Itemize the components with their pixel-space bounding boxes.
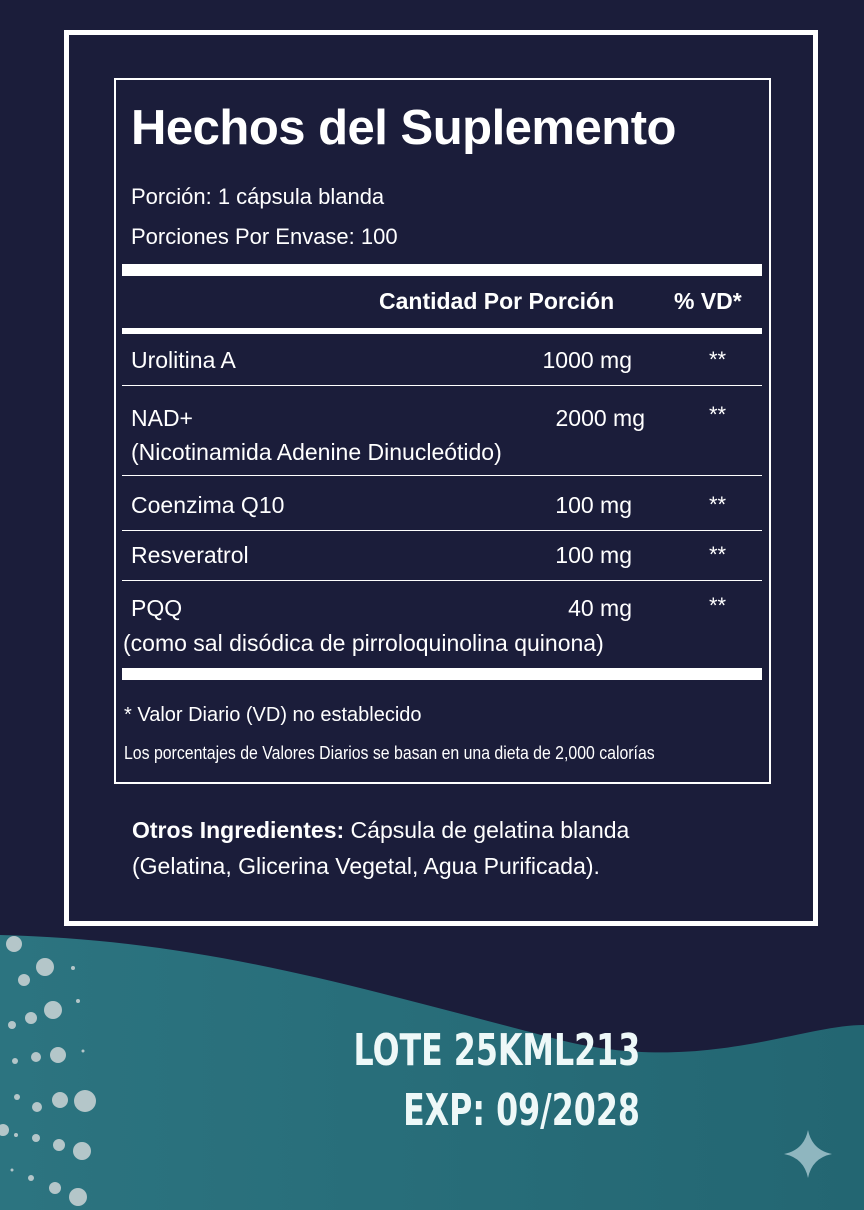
ingredient-dv: ** bbox=[709, 402, 727, 427]
ingredient-amount: 40 mg bbox=[568, 595, 632, 621]
other-ingredients: Otros Ingredientes: Cápsula de gelatina … bbox=[132, 812, 629, 884]
ingredient-dv: ** bbox=[709, 593, 727, 618]
row-divider bbox=[122, 530, 762, 531]
other-ingredients-list: (Gelatina, Glicerina Vegetal, Agua Purif… bbox=[132, 853, 600, 879]
footnote-calories: Los porcentajes de Valores Diarios se ba… bbox=[124, 743, 655, 763]
other-ingredients-label: Otros Ingredientes: bbox=[132, 817, 345, 843]
servings-per-container: Porciones Por Envase: 100 bbox=[131, 224, 398, 249]
sparkle-icon bbox=[784, 1130, 832, 1178]
row-divider bbox=[122, 475, 762, 476]
teal-wave bbox=[0, 935, 864, 1210]
ingredient-name: Coenzima Q10 bbox=[131, 492, 285, 518]
lot-number: LOTE 25KML213 bbox=[353, 1025, 640, 1076]
ingredient-amount: 100 mg bbox=[555, 542, 632, 568]
ingredient-name: NAD+ bbox=[131, 405, 193, 431]
other-ingredients-text: Cápsula de gelatina blanda bbox=[344, 817, 630, 843]
ingredient-name: PQQ bbox=[131, 595, 183, 621]
footnote-dv: * Valor Diario (VD) no establecido bbox=[124, 704, 422, 726]
serving-size: Porción: 1 cápsula blanda bbox=[131, 184, 385, 209]
ingredient-name: Urolitina A bbox=[131, 347, 236, 373]
thick-divider bbox=[122, 264, 762, 276]
panel-title: Hechos del Suplemento bbox=[131, 101, 676, 155]
medium-divider bbox=[122, 328, 762, 334]
row-divider bbox=[122, 580, 762, 581]
ingredient-amount: 1000 mg bbox=[542, 347, 632, 373]
supplement-facts-panel bbox=[114, 78, 771, 784]
ingredient-detail: (Nicotinamida Adenine Dinucleótido) bbox=[131, 439, 502, 465]
row-divider bbox=[122, 385, 762, 386]
thick-divider bbox=[122, 668, 762, 680]
dot-pattern bbox=[0, 936, 96, 1206]
expiry-date: EXP: 09/2028 bbox=[403, 1085, 640, 1136]
ingredient-dv: ** bbox=[709, 347, 727, 372]
ingredient-detail: (como sal disódica de pirroloquinolina q… bbox=[123, 630, 604, 656]
header-amount: Cantidad Por Porción bbox=[379, 288, 615, 314]
ingredient-dv: ** bbox=[709, 492, 727, 517]
ingredient-name: Resveratrol bbox=[131, 542, 249, 568]
outer-frame bbox=[64, 30, 818, 926]
ingredient-amount: 2000 mg bbox=[555, 405, 645, 431]
ingredient-dv: ** bbox=[709, 542, 727, 567]
header-dv: % VD* bbox=[674, 288, 742, 314]
ingredient-amount: 100 mg bbox=[555, 492, 632, 518]
